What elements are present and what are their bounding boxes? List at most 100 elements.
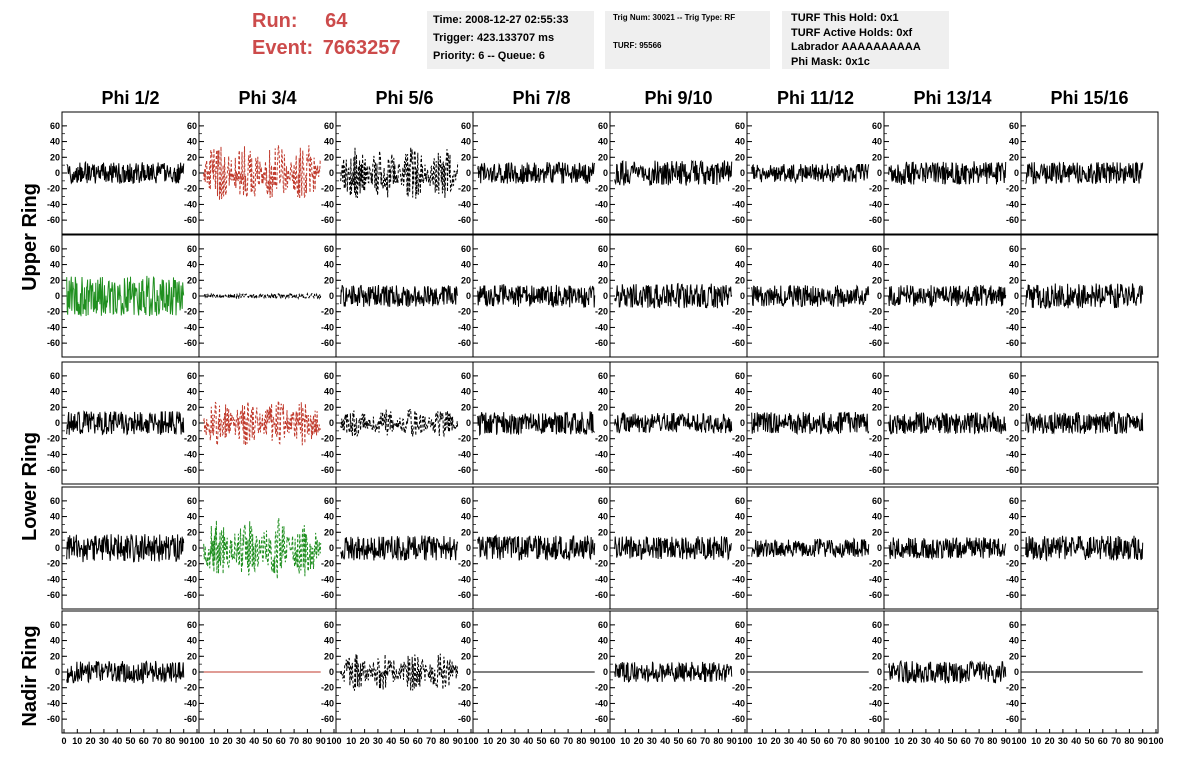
- y-tick-label: 0: [55, 418, 60, 428]
- y-tick-label: -20: [869, 184, 882, 194]
- y-tick-label: 20: [735, 275, 745, 285]
- y-tick-label: 40: [598, 137, 608, 147]
- y-tick-label: -60: [184, 215, 197, 225]
- y-tick-label: 0: [329, 667, 334, 677]
- waveform-trace: [203, 292, 322, 301]
- y-tick-label: -40: [732, 574, 745, 584]
- waveform-trace: [340, 284, 459, 308]
- x-tick-label: 60: [413, 736, 423, 746]
- waveform-trace: [340, 147, 459, 199]
- x-tick-label: 30: [1058, 736, 1068, 746]
- y-tick-label: -40: [321, 199, 334, 209]
- y-tick-label: -20: [869, 434, 882, 444]
- column-header: Phi 11/12: [777, 88, 854, 108]
- y-tick-label: -60: [321, 338, 334, 348]
- y-tick-label: -60: [869, 215, 882, 225]
- y-tick-label: 60: [50, 496, 60, 506]
- turf-active-text: TURF Active Holds: 0xf: [791, 26, 913, 39]
- y-tick-label: 0: [55, 543, 60, 553]
- y-tick-label: -20: [1006, 184, 1019, 194]
- waveform-trace: [340, 653, 459, 691]
- y-tick-label: -40: [869, 199, 882, 209]
- x-tick-label: 70: [1111, 736, 1121, 746]
- y-tick-label: 20: [187, 402, 197, 412]
- y-tick-label: -40: [869, 698, 882, 708]
- y-tick-label: 40: [324, 387, 334, 397]
- y-tick-label: -20: [732, 559, 745, 569]
- waveform-trace: [1025, 283, 1144, 309]
- y-tick-label: -20: [458, 434, 471, 444]
- x-tick-label: 60: [687, 736, 697, 746]
- x-tick-label: 50: [399, 736, 409, 746]
- y-tick-label: -60: [1006, 590, 1019, 600]
- y-tick-label: -20: [869, 307, 882, 317]
- waveform-trace: [1025, 161, 1144, 185]
- y-tick-label: 60: [872, 121, 882, 131]
- x-tick-label: 20: [223, 736, 233, 746]
- y-tick-label: -40: [184, 322, 197, 332]
- y-tick-label: -60: [47, 714, 60, 724]
- y-tick-label: 60: [50, 244, 60, 254]
- y-tick-label: -60: [47, 215, 60, 225]
- y-tick-label: 20: [872, 152, 882, 162]
- y-tick-label: -20: [732, 683, 745, 693]
- x-tick-label: 70: [974, 736, 984, 746]
- y-tick-label: 20: [598, 152, 608, 162]
- waveform-trace: [477, 161, 596, 185]
- x-tick-label: 80: [302, 736, 312, 746]
- y-tick-label: 20: [1009, 275, 1019, 285]
- y-tick-label: -20: [1006, 307, 1019, 317]
- y-tick-label: 0: [877, 543, 882, 553]
- y-tick-label: 0: [1014, 667, 1019, 677]
- y-tick-label: -40: [458, 449, 471, 459]
- y-tick-label: 20: [872, 275, 882, 285]
- y-tick-label: 40: [598, 260, 608, 270]
- y-tick-label: 60: [324, 371, 334, 381]
- y-tick-label: -20: [732, 307, 745, 317]
- waveform-trace: [888, 659, 1007, 685]
- y-tick-label: -40: [1006, 574, 1019, 584]
- x-tick-label: 40: [523, 736, 533, 746]
- waveform-trace: [614, 661, 733, 684]
- waveform-trace: [888, 284, 1007, 308]
- x-tick-label: 30: [99, 736, 109, 746]
- x-tick-label: 80: [576, 736, 586, 746]
- y-tick-label: 20: [50, 152, 60, 162]
- y-tick-label: -60: [458, 215, 471, 225]
- y-tick-label: 40: [187, 512, 197, 522]
- waveform-trace: [1025, 410, 1144, 435]
- y-tick-label: 40: [461, 260, 471, 270]
- y-tick-label: -40: [47, 449, 60, 459]
- x-tick-label: 100: [1011, 736, 1026, 746]
- waveform-trace: [751, 411, 870, 435]
- x-tick-label: 100: [737, 736, 752, 746]
- y-tick-label: 40: [50, 137, 60, 147]
- waveform-trace: [751, 163, 870, 184]
- y-tick-label: -20: [321, 307, 334, 317]
- y-tick-label: 0: [740, 168, 745, 178]
- y-tick-label: -60: [47, 590, 60, 600]
- column-header: Phi 1/2: [101, 88, 159, 108]
- x-tick-label: 20: [497, 736, 507, 746]
- x-tick-label: 0: [61, 736, 66, 746]
- y-tick-label: -60: [458, 590, 471, 600]
- y-tick-label: -40: [732, 698, 745, 708]
- y-tick-label: 20: [735, 651, 745, 661]
- y-tick-label: 20: [598, 527, 608, 537]
- y-tick-label: 60: [50, 620, 60, 630]
- y-tick-label: -20: [321, 434, 334, 444]
- column-header: Phi 5/6: [375, 88, 433, 108]
- x-tick-label: 70: [563, 736, 573, 746]
- y-tick-label: 40: [461, 387, 471, 397]
- x-tick-label: 30: [510, 736, 520, 746]
- y-tick-label: 20: [461, 275, 471, 285]
- y-tick-label: 20: [50, 402, 60, 412]
- y-tick-label: 40: [1009, 512, 1019, 522]
- y-tick-label: 40: [872, 512, 882, 522]
- waveform-trace: [614, 412, 733, 435]
- x-tick-label: 80: [439, 736, 449, 746]
- y-tick-label: -40: [869, 574, 882, 584]
- x-tick-label: 90: [864, 736, 874, 746]
- y-tick-label: 40: [735, 137, 745, 147]
- y-tick-label: -40: [595, 698, 608, 708]
